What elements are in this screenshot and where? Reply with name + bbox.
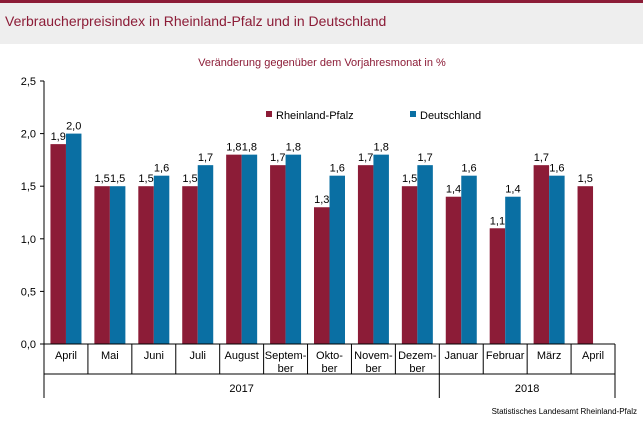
- bar-rheinland-pfalz: [50, 144, 66, 344]
- data-label: 1,1: [490, 215, 505, 227]
- bar-deutschland: [65, 133, 82, 344]
- y-tick-label: 0,5: [21, 286, 36, 298]
- x-tick-label: Septem-ber: [265, 350, 307, 375]
- bar-rheinland-pfalz: [226, 154, 242, 344]
- bar-rheinland-pfalz: [445, 196, 462, 344]
- bar-rheinland-pfalz: [270, 165, 286, 344]
- data-label: 1,4: [446, 184, 461, 196]
- x-tick-label: Januar: [444, 350, 478, 362]
- data-label: 1,9: [51, 131, 66, 143]
- bar-deutschland: [241, 154, 258, 344]
- x-tick-label: April: [55, 350, 77, 362]
- y-tick-label: 0,0: [21, 339, 36, 351]
- data-label: 1,5: [138, 173, 153, 185]
- data-label: 1,8: [226, 142, 241, 154]
- y-tick-label: 2,5: [21, 76, 36, 88]
- data-label: 1,6: [461, 163, 476, 175]
- x-tick-label: Mai: [101, 350, 119, 362]
- x-tick-label: April: [582, 350, 604, 362]
- legend-swatch: [266, 111, 272, 117]
- bar-deutschland: [417, 165, 433, 344]
- data-label: 1,7: [417, 152, 432, 164]
- x-tick-label: Juni: [144, 350, 164, 362]
- bar-deutschland: [549, 175, 565, 344]
- data-label: 1,8: [374, 142, 389, 154]
- data-label: 1,6: [154, 163, 169, 175]
- bar-rheinland-pfalz: [489, 228, 506, 344]
- data-label: 1,3: [314, 194, 329, 206]
- year-label: 2018: [515, 383, 539, 395]
- year-label: 2017: [229, 383, 253, 395]
- bar-rheinland-pfalz: [138, 186, 154, 344]
- data-label: 1,4: [505, 184, 520, 196]
- x-tick-label: März: [537, 350, 561, 362]
- data-label: 1,8: [242, 142, 257, 154]
- x-tick-label: Novem-ber: [354, 350, 393, 375]
- legend-swatch: [410, 111, 416, 117]
- header-bar: Verbraucherpreisindex in Rheinland-Pfalz…: [0, 3, 643, 44]
- bar-deutschland: [109, 186, 126, 344]
- bar-deutschland: [329, 175, 345, 344]
- bar-rheinland-pfalz: [357, 165, 374, 344]
- bar-rheinland-pfalz: [401, 186, 418, 344]
- y-tick-label: 1,0: [21, 234, 36, 246]
- bar-deutschland: [285, 154, 302, 344]
- chart-title: Verbraucherpreisindex in Rheinland-Pfalz…: [5, 13, 387, 29]
- bar-deutschland: [153, 175, 170, 344]
- data-label: 1,5: [182, 173, 197, 185]
- x-tick-label: Juli: [189, 350, 206, 362]
- data-label: 1,7: [270, 152, 285, 164]
- bar-rheinland-pfalz: [577, 186, 594, 344]
- legend-label: Rheinland-Pfalz: [276, 110, 354, 122]
- bar-rheinland-pfalz: [314, 207, 330, 344]
- bar-rheinland-pfalz: [182, 186, 198, 344]
- data-label: 1,7: [534, 152, 549, 164]
- y-tick-label: 1,5: [21, 181, 36, 193]
- data-label: 1,5: [578, 173, 593, 185]
- source-note: Statistisches Landesamt Rheinland-Pfalz: [492, 407, 637, 416]
- data-label: 1,7: [198, 152, 213, 164]
- top-accent-line: [0, 0, 643, 3]
- x-tick-label: Dezem-ber: [398, 350, 437, 375]
- x-tick-label: Okto-ber: [316, 350, 343, 375]
- bar-deutschland: [461, 175, 477, 344]
- data-label: 1,8: [286, 142, 301, 154]
- legend-label: Deutschland: [420, 110, 481, 122]
- bar-deutschland: [505, 196, 521, 344]
- bar-rheinland-pfalz: [94, 186, 110, 344]
- chart-subtitle: Veränderung gegenüber dem Vorjahresmonat…: [198, 57, 446, 69]
- data-label: 1,5: [402, 173, 417, 185]
- data-label: 1,7: [358, 152, 373, 164]
- bar-deutschland: [197, 165, 214, 344]
- x-tick-label: August: [225, 350, 259, 362]
- x-tick-label: Februar: [486, 350, 525, 362]
- data-label: 2,0: [66, 121, 81, 133]
- y-tick-label: 2,0: [21, 129, 36, 141]
- bar-rheinland-pfalz: [533, 165, 550, 344]
- data-label: 1,5: [94, 173, 109, 185]
- data-label: 1,6: [330, 163, 345, 175]
- data-label: 1,6: [549, 163, 564, 175]
- bar-deutschland: [373, 154, 389, 344]
- data-label: 1,5: [110, 173, 125, 185]
